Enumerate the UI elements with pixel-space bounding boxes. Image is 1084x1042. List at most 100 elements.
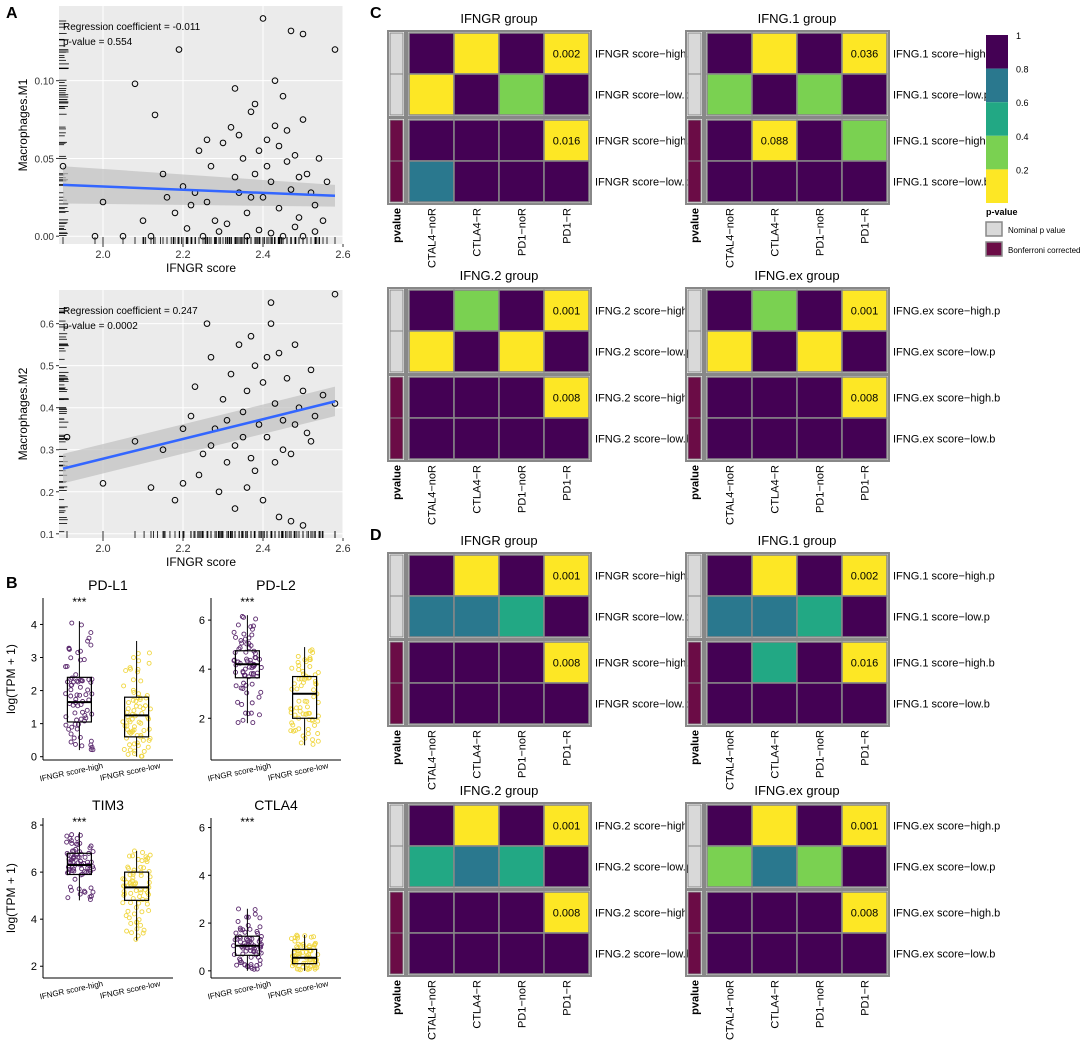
- pvalue-column-label: pvalue: [392, 208, 404, 243]
- jitter-point: [72, 710, 78, 716]
- significance-mark: ***: [240, 815, 254, 829]
- cell-value-label: 0.016: [851, 658, 879, 670]
- data-point: [299, 30, 307, 38]
- data-point: [231, 442, 239, 449]
- heatmap-cell: [498, 682, 545, 725]
- row-label: IFNG.1 score−low.p: [893, 90, 990, 102]
- data-point: [91, 232, 99, 240]
- column-label: PD1−noR: [517, 208, 529, 256]
- heatmap-cell: [706, 554, 753, 597]
- cell-value-label: 0.001: [553, 571, 581, 583]
- jitter-point: [82, 869, 88, 875]
- pvalue-column-label: pvalue: [392, 980, 404, 1015]
- jitter-point: [138, 887, 143, 893]
- jitter-point: [80, 709, 85, 715]
- heatmap-cell: [408, 891, 455, 934]
- jitter-point: [82, 713, 88, 718]
- jitter-point: [251, 948, 257, 954]
- data-point: [291, 223, 299, 231]
- heatmap-cell: [543, 119, 590, 162]
- jitter-point: [310, 737, 315, 743]
- regression-line: [62, 183, 336, 198]
- data-point: [271, 122, 279, 130]
- row-label: IFNGR score−low.b: [595, 177, 691, 189]
- annotation-cell-bonferroni: [687, 682, 702, 725]
- heatmap-cell: [498, 73, 545, 116]
- jitter-point: [69, 675, 75, 681]
- heatmap-block-frame: [704, 374, 890, 462]
- row-label: IFNG.2 score−high.b: [595, 393, 697, 405]
- y-tick-label: 0.00: [35, 232, 55, 243]
- data-point: [315, 155, 323, 162]
- jitter-point: [141, 748, 147, 754]
- jitter-point: [77, 832, 83, 838]
- jitter-point: [235, 919, 241, 924]
- jitter-point: [129, 716, 135, 722]
- y-tick-label: 0.05: [35, 154, 55, 165]
- heatmap-cell: [706, 891, 753, 934]
- annotation-cell-nominal: [687, 845, 702, 888]
- heatmap-cell: [706, 32, 753, 75]
- y-tick-label: 4: [31, 619, 37, 631]
- box: [66, 852, 93, 876]
- annotation-cell-bonferroni: [389, 641, 404, 684]
- jitter-point: [121, 747, 127, 752]
- data-point: [219, 395, 227, 403]
- jitter-point: [297, 951, 303, 957]
- jitter-point: [297, 705, 303, 711]
- y-tick-label: 2: [199, 918, 205, 930]
- heatmap-cell: [543, 330, 590, 373]
- jitter-point: [127, 747, 133, 753]
- jitter-point: [295, 653, 301, 659]
- jitter-point: [68, 731, 74, 737]
- annotation-strip-frame: [685, 889, 704, 977]
- row-label: IFNGR score−low.b: [595, 699, 691, 711]
- group-label: IFNGR score-low: [99, 761, 161, 783]
- heatmap-title: IFNG.ex group: [754, 783, 839, 798]
- annotation-cell-nominal: [687, 595, 702, 638]
- heatmap-cell: [706, 641, 753, 684]
- jitter-point: [86, 635, 92, 641]
- jitter-point: [88, 738, 94, 744]
- y-tick-label: 2: [31, 961, 37, 973]
- scatter-plot-1: 2.0 2.2 2.4 2.6 0.00 0.05 0.10 IFNGR score Macro…: [16, 6, 351, 275]
- heatmap-cell: [841, 891, 888, 934]
- x-tick-label: 2.0: [95, 249, 110, 261]
- heatmap-cell: [706, 417, 753, 460]
- data-point: [307, 438, 315, 445]
- jitter-point: [315, 952, 321, 958]
- jitter-point: [138, 678, 144, 684]
- jitter-point: [74, 692, 80, 698]
- jitter-point: [300, 711, 306, 717]
- data-point: [207, 442, 215, 449]
- jitter-point: [68, 682, 74, 688]
- heatmap-cell: [543, 73, 590, 116]
- jitter-point: [77, 735, 83, 740]
- jitter-point: [124, 709, 130, 715]
- heatmap-cell: [751, 682, 798, 725]
- heatmap-cell: [751, 891, 798, 934]
- colorbar-segment: [986, 169, 1008, 203]
- data-point: [307, 366, 315, 374]
- heatmap-block-frame: [406, 639, 592, 727]
- jitter-point: [305, 731, 311, 737]
- heatmap-title: IFNGR group: [460, 533, 537, 548]
- data-point: [299, 116, 307, 123]
- column-label: CTLA4−R: [472, 465, 484, 514]
- data-point: [227, 124, 235, 131]
- heatmap-cell: [453, 119, 500, 162]
- heatmap-cell: [796, 376, 843, 419]
- heatmap-title: IFNG.1 group: [758, 11, 837, 26]
- heatmap-block-frame: [704, 117, 890, 205]
- jitter-point: [290, 722, 296, 728]
- annotation-cell-nominal: [687, 73, 702, 116]
- data-point: [99, 198, 107, 206]
- data-point: [239, 408, 247, 416]
- jitter-point: [243, 936, 249, 942]
- group-label: IFNGR score-low: [267, 979, 329, 1001]
- column-label: CTAL4−noR: [725, 208, 737, 268]
- data-point: [271, 77, 279, 84]
- data-point: [243, 232, 251, 240]
- annotation-strip-frame: [387, 374, 406, 462]
- jitter-point: [311, 934, 317, 940]
